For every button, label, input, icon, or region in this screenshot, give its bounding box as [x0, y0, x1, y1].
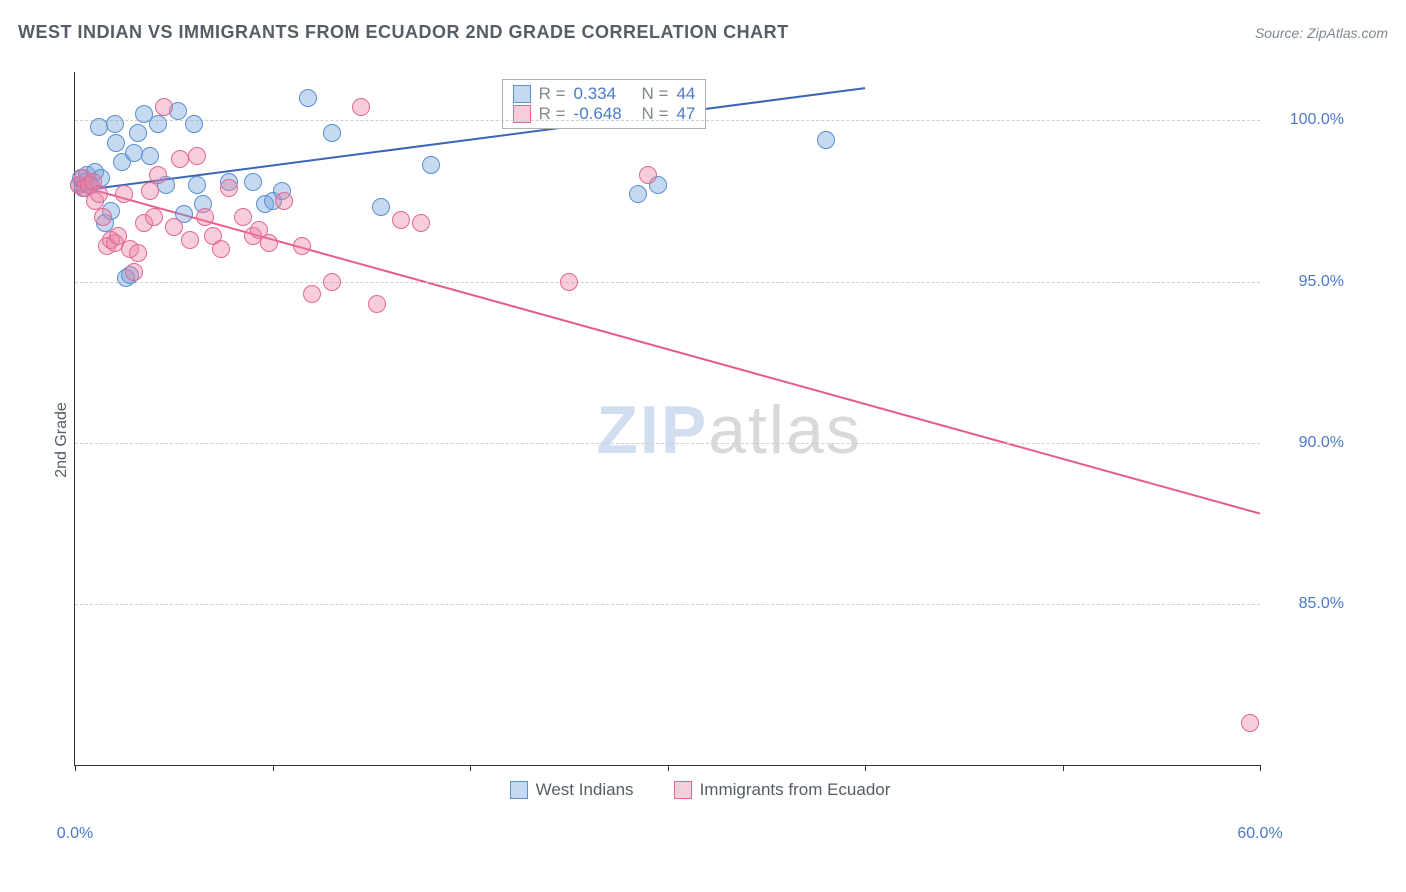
scatter-point [275, 192, 293, 210]
scatter-point [817, 131, 835, 149]
scatter-point [155, 98, 173, 116]
scatter-point [94, 208, 112, 226]
legend-swatch [674, 781, 692, 799]
scatter-point [372, 198, 390, 216]
y-tick-label: 95.0% [1299, 273, 1344, 291]
scatter-point [260, 234, 278, 252]
r-value: 0.334 [574, 84, 634, 104]
scatter-point [412, 214, 430, 232]
y-axis-label: 2nd Grade [53, 402, 71, 478]
x-tick [865, 765, 866, 771]
scatter-point [149, 115, 167, 133]
watermark: ZIPatlas [596, 391, 861, 469]
scatter-point [141, 182, 159, 200]
scatter-point [181, 231, 199, 249]
y-tick-label: 85.0% [1299, 595, 1344, 613]
scatter-point [293, 237, 311, 255]
source-value: ZipAtlas.com [1307, 25, 1388, 41]
scatter-point [90, 185, 108, 203]
gridline-h [75, 282, 1260, 283]
scatter-point [196, 208, 214, 226]
scatter-point [106, 115, 124, 133]
scatter-point [185, 115, 203, 133]
x-tick-label: 0.0% [57, 825, 93, 843]
scatter-point [141, 147, 159, 165]
scatter-point [352, 98, 370, 116]
scatter-point [129, 244, 147, 262]
x-tick [470, 765, 471, 771]
watermark-atlas: atlas [708, 392, 862, 468]
scatter-point [244, 173, 262, 191]
scatter-point [323, 273, 341, 291]
scatter-point [629, 185, 647, 203]
source-label: Source: [1255, 25, 1307, 41]
n-label: N = [642, 84, 669, 104]
y-tick-label: 90.0% [1299, 434, 1344, 452]
scatter-point [129, 124, 147, 142]
legend-item: Immigrants from Ecuador [674, 780, 891, 800]
scatter-point [234, 208, 252, 226]
gridline-h [75, 604, 1260, 605]
scatter-point [188, 147, 206, 165]
legend-swatch [510, 781, 528, 799]
chart-title: WEST INDIAN VS IMMIGRANTS FROM ECUADOR 2… [18, 22, 789, 43]
legend-swatch [513, 85, 531, 103]
series-legend: West Indians Immigrants from Ecuador [50, 780, 1350, 800]
r-label: R = [539, 84, 566, 104]
legend-label: Immigrants from Ecuador [700, 780, 891, 800]
scatter-point [1241, 714, 1259, 732]
x-tick [75, 765, 76, 771]
scatter-point [107, 134, 125, 152]
legend-item: West Indians [510, 780, 634, 800]
legend-row: R = 0.334 N = 44 [513, 84, 696, 104]
scatter-point [299, 89, 317, 107]
x-tick [668, 765, 669, 771]
plot-region: ZIPatlas R = 0.334N = 44R = -0.648N = 47… [74, 72, 1260, 766]
scatter-point [145, 208, 163, 226]
scatter-point [188, 176, 206, 194]
n-value: 44 [676, 84, 695, 104]
x-tick [273, 765, 274, 771]
y-tick-label: 100.0% [1290, 111, 1344, 129]
scatter-point [171, 150, 189, 168]
x-tick-label: 60.0% [1237, 825, 1282, 843]
legend-label: West Indians [536, 780, 634, 800]
source-citation: Source: ZipAtlas.com [1255, 25, 1388, 41]
scatter-point [115, 185, 133, 203]
scatter-point [125, 263, 143, 281]
scatter-point [323, 124, 341, 142]
watermark-zip: ZIP [596, 392, 708, 468]
scatter-point [212, 240, 230, 258]
scatter-point [303, 285, 321, 303]
x-tick [1260, 765, 1261, 771]
scatter-point [165, 218, 183, 236]
gridline-h [75, 443, 1260, 444]
scatter-point [639, 166, 657, 184]
correlation-legend-box: R = 0.334N = 44R = -0.648N = 47 [502, 79, 707, 129]
scatter-point [149, 166, 167, 184]
gridline-h [75, 120, 1260, 121]
x-tick [1063, 765, 1064, 771]
scatter-point [560, 273, 578, 291]
chart-area: 2nd Grade ZIPatlas R = 0.334N = 44R = -0… [50, 60, 1350, 820]
scatter-point [422, 156, 440, 174]
scatter-point [368, 295, 386, 313]
scatter-point [220, 179, 238, 197]
scatter-point [392, 211, 410, 229]
